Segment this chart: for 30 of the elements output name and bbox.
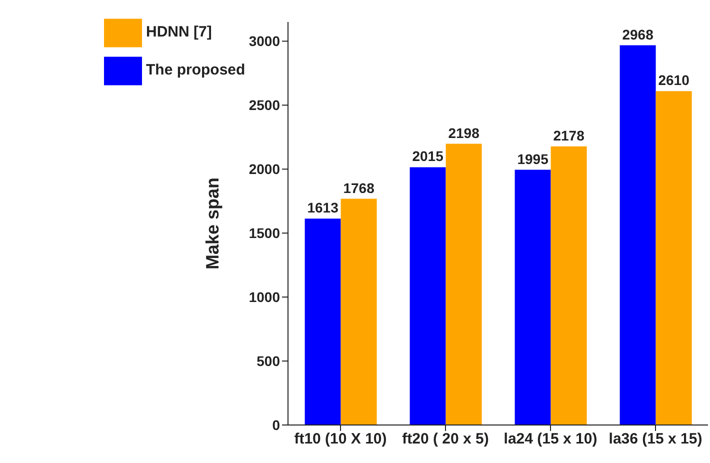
- bar: [446, 144, 482, 425]
- data-label: 2178: [553, 127, 585, 144]
- bar: [340, 198, 377, 425]
- y-tick-label: 2000: [248, 161, 280, 178]
- bar: [514, 170, 551, 425]
- data-label: 1613: [307, 200, 339, 216]
- x-tick-label: la24 (15 x 10): [504, 430, 598, 448]
- bar: [620, 45, 656, 425]
- bar: [550, 146, 587, 425]
- y-tick-label: 3000: [248, 33, 280, 50]
- y-tick-label: 500: [256, 353, 280, 369]
- x-tick-label: ft20 ( 20 x 5): [402, 430, 489, 448]
- data-label: 1768: [343, 180, 375, 196]
- y-tick-label: 2500: [248, 97, 280, 114]
- bar: [656, 91, 692, 425]
- bar: [304, 218, 341, 425]
- x-tick-label: ft10 (10 X 10): [294, 430, 387, 448]
- y-tick-label: 1000: [248, 289, 280, 306]
- legend-label: HDNN [7]: [146, 24, 212, 41]
- y-axis-title: Make span: [202, 177, 222, 270]
- data-label: 2968: [622, 26, 654, 42]
- y-tick-label: 0: [272, 416, 280, 433]
- data-label: 2015: [412, 148, 444, 164]
- bar: [410, 167, 446, 425]
- legend-label: The proposed: [146, 62, 246, 79]
- x-tick-label: la36 (15 x 15): [608, 430, 702, 448]
- data-label: 2198: [448, 124, 480, 141]
- y-tick-label: 1500: [248, 225, 280, 242]
- data-label: 2610: [658, 72, 690, 88]
- data-label: 1995: [517, 150, 549, 167]
